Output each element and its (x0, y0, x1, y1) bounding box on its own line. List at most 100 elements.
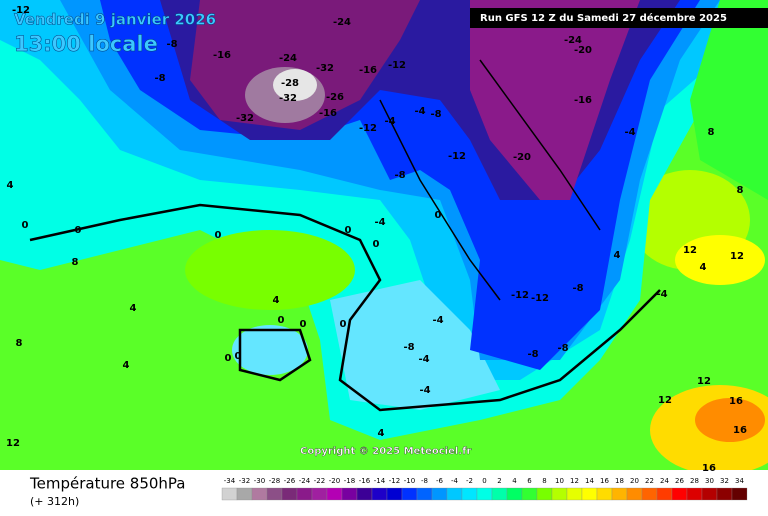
scale-swatch (236, 487, 253, 501)
scale-swatch (401, 487, 418, 501)
contour-label: -8 (527, 349, 538, 360)
scale-label: -18 (344, 477, 355, 485)
scale-label: 14 (585, 477, 594, 485)
contour-label: 0 (215, 230, 222, 241)
scale-swatch (266, 487, 283, 501)
scale-swatch (506, 487, 523, 501)
contour-label: 0 (278, 315, 285, 326)
scale-swatch (536, 487, 553, 501)
contour-label: 0 (235, 351, 242, 362)
scale-label: -22 (314, 477, 325, 485)
contour-label: -12 (448, 151, 466, 162)
scale-label: 16 (600, 477, 609, 485)
contour-label: -4 (656, 289, 667, 300)
contour-label: 0 (75, 225, 82, 236)
contour-label: -12 (388, 60, 406, 71)
scale-label: 24 (660, 477, 669, 485)
contour-label: 16 (733, 425, 747, 436)
scale-label: -10 (404, 477, 415, 485)
scale-swatch (386, 487, 403, 501)
scale-swatch (281, 487, 298, 501)
contour-label: -16 (359, 65, 377, 76)
scale-label: -28 (269, 477, 280, 485)
contour-label: 0 (300, 319, 307, 330)
contour-label: 4 (700, 262, 707, 273)
contour-label: -12 (359, 123, 377, 134)
scale-swatch (701, 487, 718, 501)
scale-swatch (356, 487, 373, 501)
scale-swatch (581, 487, 598, 501)
scale-swatch (641, 487, 658, 501)
scale-swatch (671, 487, 688, 501)
contour-label: 8 (708, 127, 715, 138)
contour-label: -8 (403, 342, 414, 353)
contour-label: 4 (273, 295, 280, 306)
contour-label: -8 (394, 170, 405, 181)
scale-label: 28 (690, 477, 699, 485)
scale-swatch (551, 487, 568, 501)
contour-label: -32 (316, 63, 334, 74)
contour-label: 4 (123, 360, 130, 371)
contour-label: -8 (557, 343, 568, 354)
scale-swatch (656, 487, 673, 501)
contour-label: 4 (7, 180, 14, 191)
contour-label: 8 (737, 185, 744, 196)
contour-label: 4 (130, 303, 137, 314)
contour-label: -24 (279, 53, 297, 64)
contour-label: 12 (6, 438, 20, 449)
scale-label: 30 (705, 477, 714, 485)
scale-label: -4 (451, 477, 459, 485)
scale-swatch (686, 487, 703, 501)
scale-swatch (371, 487, 388, 501)
scale-label: -14 (374, 477, 386, 485)
contour-label: -8 (154, 73, 165, 84)
scale-label: 32 (720, 477, 729, 485)
contour-label: -8 (572, 283, 583, 294)
scale-label: -16 (359, 477, 371, 485)
contour-label: 16 (729, 396, 743, 407)
scale-label: -26 (284, 477, 296, 485)
contour-label: -32 (236, 113, 254, 124)
contour-label: -8 (430, 109, 441, 120)
scale-swatch (296, 487, 313, 501)
contour-label: -16 (574, 95, 592, 106)
scale-label: -20 (329, 477, 340, 485)
scale-label: 12 (570, 477, 579, 485)
contour-label: 12 (683, 245, 697, 256)
contour-label: -12 (511, 290, 529, 301)
scale-label: 34 (735, 477, 744, 485)
date: Vendredi 9 janvier 2026 (14, 11, 216, 29)
scale-label: 20 (630, 477, 639, 485)
scale-swatch (341, 487, 358, 501)
scale-label: 22 (645, 477, 654, 485)
field: Température 850hPa (29, 475, 186, 493)
contour-label: 12 (730, 251, 744, 262)
contour-label: 0 (340, 319, 347, 330)
contour-label: -24 (333, 17, 351, 28)
scale-swatch (251, 487, 268, 501)
scale-label: -6 (436, 477, 444, 485)
contour-label: -4 (414, 106, 425, 117)
contour-label: 12 (697, 376, 711, 387)
contour-label: 4 (614, 250, 621, 261)
contour-label: 0 (345, 225, 352, 236)
scale-label: 6 (527, 477, 532, 485)
contour-label: 0 (22, 220, 29, 231)
scale-swatch (416, 487, 433, 501)
contour-label: 0 (435, 210, 442, 221)
contour-label: -20 (513, 152, 531, 163)
contour-label: 4 (378, 428, 385, 439)
scale-swatch (326, 487, 343, 501)
contour-label: -4 (418, 354, 429, 365)
scale-label: -12 (389, 477, 400, 485)
contour-label: -24 (564, 35, 582, 46)
contour-label: -4 (624, 127, 635, 138)
copyright: Copyright © 2025 Meteociel.fr (300, 446, 471, 457)
scale-swatch (221, 487, 238, 501)
contour-label: -12 (12, 5, 30, 16)
scale-swatch (446, 487, 463, 501)
scale-label: -32 (239, 477, 250, 485)
scale-label: -2 (466, 477, 473, 485)
contour-label: -12 (531, 293, 549, 304)
